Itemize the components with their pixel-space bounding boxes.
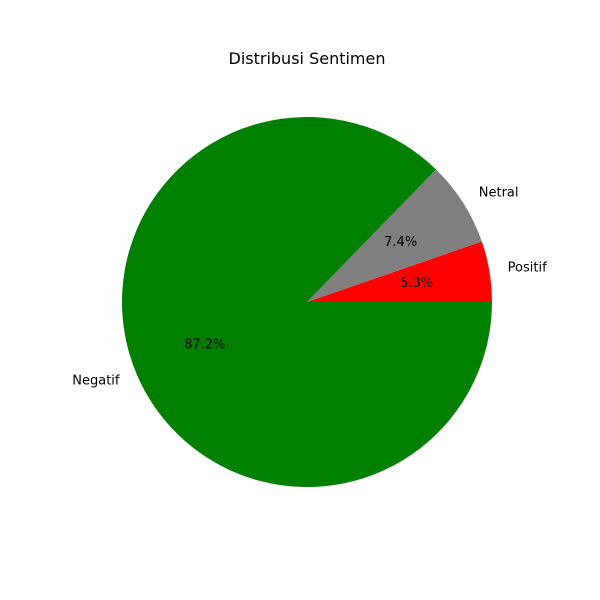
slice-label-netral: Netral: [479, 185, 519, 200]
pie-slice-negatif: [122, 117, 493, 488]
slice-label-positif: Positif: [508, 261, 547, 276]
slice-label-negatif: Negatif: [72, 374, 120, 389]
pie-slice-netral: [307, 169, 482, 302]
slice-percent-positif: 5.3%: [400, 276, 433, 291]
slice-percent-negatif: 87.2%: [184, 338, 225, 353]
slice-percent-netral: 7.4%: [384, 235, 417, 250]
pie-slices: [122, 117, 493, 488]
pie-labels: Positif 5.3% Netral 7.4% Negatif 87.2%: [72, 185, 547, 388]
pie-slice-positif: [307, 241, 492, 302]
chart-title: Distribusi Sentimen: [229, 49, 386, 68]
